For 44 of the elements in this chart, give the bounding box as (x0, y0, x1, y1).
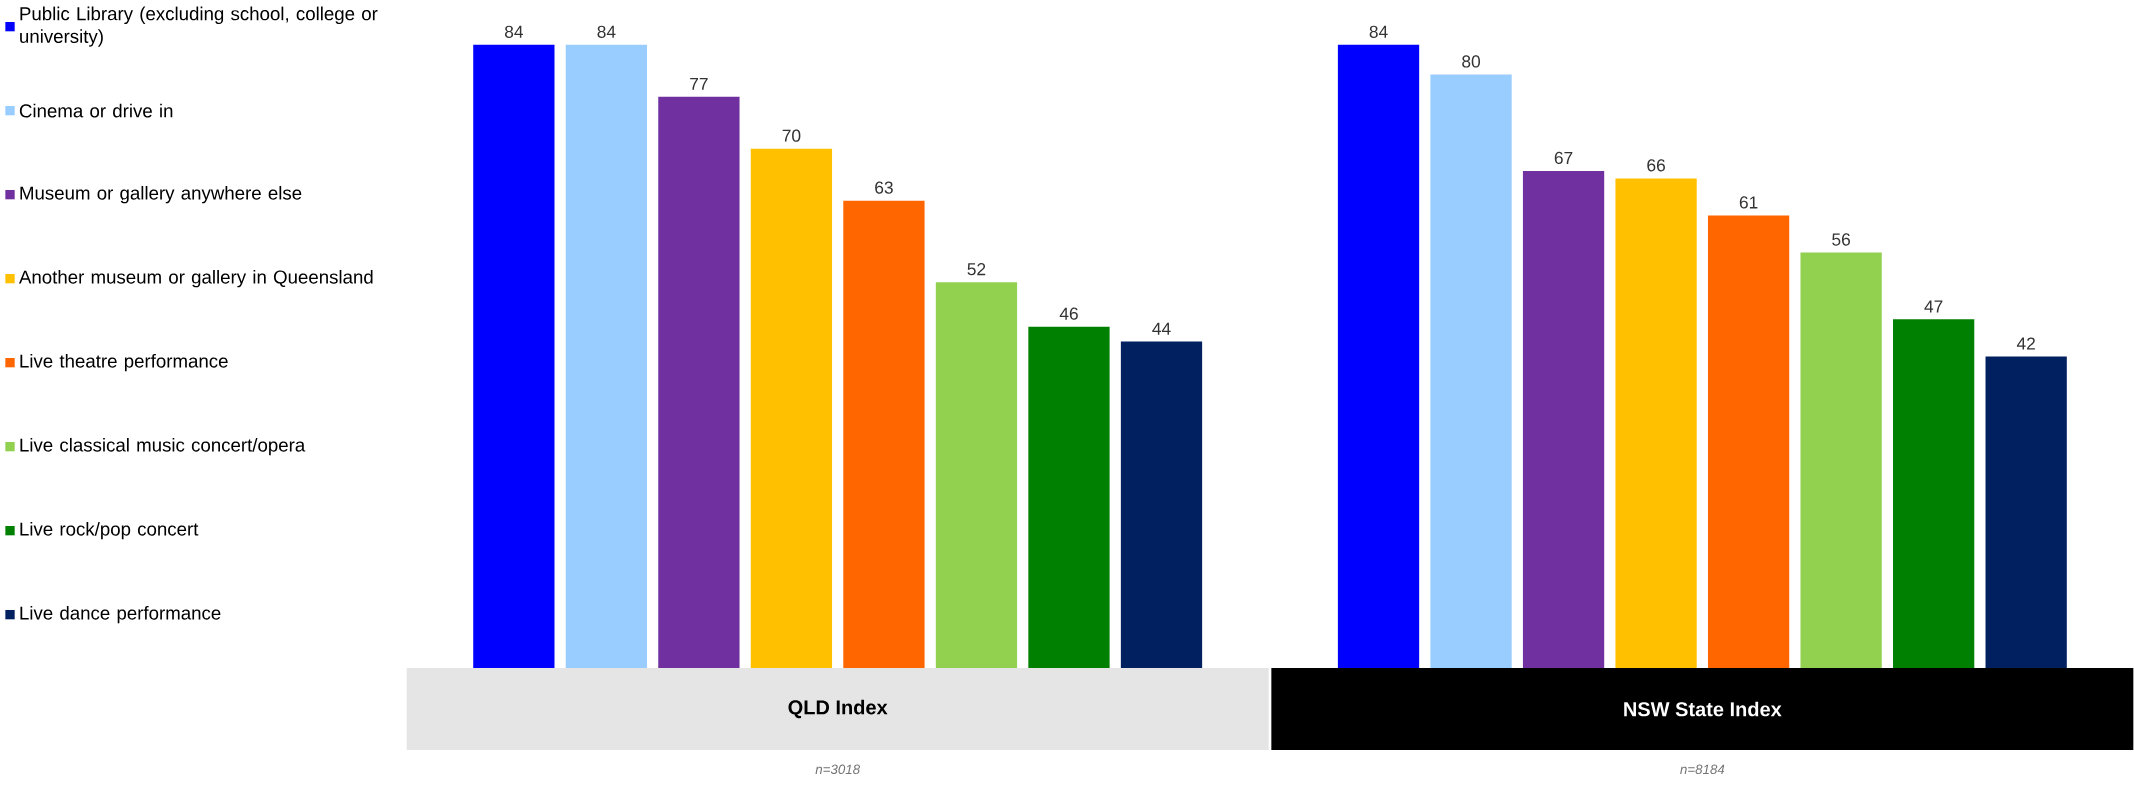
data-label: 84 (597, 25, 616, 38)
bar (1615, 178, 1697, 668)
bar (843, 200, 925, 668)
bar (1430, 74, 1512, 668)
data-label: 67 (1554, 151, 1573, 165)
legend-label: Live classical music concert/opera (20, 437, 306, 456)
data-label: 46 (1059, 307, 1078, 320)
bar (1120, 341, 1203, 668)
bar (1800, 252, 1882, 668)
data-label: 80 (1462, 55, 1481, 68)
data-label: 84 (504, 25, 523, 38)
bar (1028, 326, 1110, 668)
legend-label: Live theatre performance (20, 353, 228, 372)
text: n=8184 (1680, 764, 1725, 775)
data-label: 61 (1739, 196, 1758, 209)
x-tick-label: QLD Index (788, 699, 888, 719)
bar (658, 96, 740, 668)
data-label: 70 (782, 129, 801, 142)
legend-label: Cinema or drive in (19, 103, 173, 118)
text: n=3018 (815, 764, 861, 775)
data-label: 66 (1647, 159, 1665, 172)
data-label: 77 (690, 77, 708, 90)
data-label: 52 (967, 263, 986, 276)
bar (473, 44, 555, 668)
data-label: 42 (2016, 337, 2035, 350)
bar (1707, 215, 1790, 668)
bar (1893, 319, 1975, 668)
legend-label: Live dance performance (20, 605, 221, 624)
bar (750, 148, 833, 668)
bar (1337, 44, 1420, 668)
data-label: 84 (1369, 25, 1388, 38)
x-tick-label: NSW State Index (1624, 701, 1782, 717)
bar (1985, 356, 2067, 668)
data-label: 44 (1152, 322, 1171, 335)
data-label: 56 (1832, 233, 1851, 246)
legend-label: Another museum or gallery in Queensland (18, 269, 373, 288)
legend-label: Live rock/pop concert (20, 521, 199, 540)
legend-label: Museum or gallery anywhere else (20, 185, 302, 204)
data-label: 63 (875, 181, 893, 194)
bar (1522, 170, 1605, 668)
legend-label: Public Library (excluding school, college or university) (20, 6, 378, 47)
bar (565, 44, 648, 668)
bar (935, 282, 1018, 668)
data-label: 47 (1924, 300, 1943, 313)
